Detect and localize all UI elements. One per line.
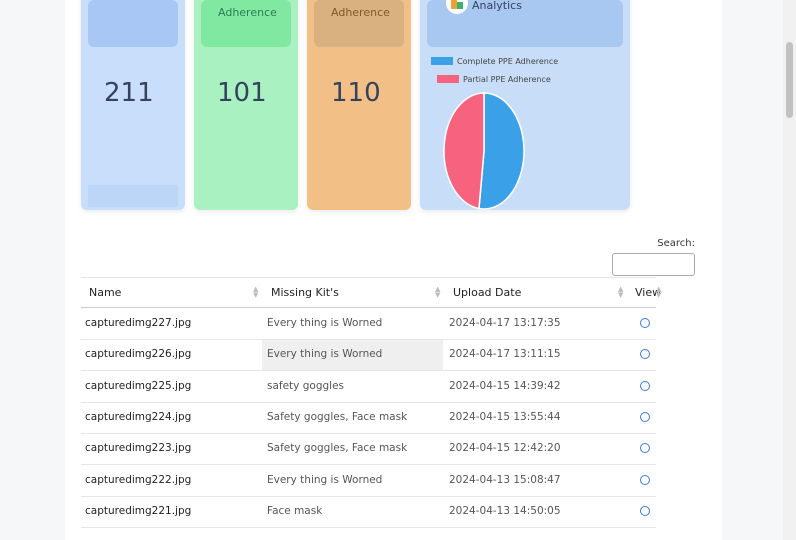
table-cell: 2024-04-17 13:17:35 — [449, 317, 561, 329]
table-cell: 2024-04-15 14:39:42 — [449, 379, 561, 392]
view-icon[interactable] — [640, 443, 650, 454]
analytics-icon — [446, 0, 468, 14]
table-cell: capturedimg223.jpg — [85, 442, 192, 455]
table-cell: 2024-04-15 12:42:20 — [449, 442, 561, 455]
row-divider — [81, 464, 656, 466]
card-label: Adherence — [331, 6, 390, 19]
card-header — [201, 0, 291, 47]
column-header: Name — [89, 286, 122, 299]
row-divider — [81, 495, 656, 497]
table-cell: Every thing is Worned — [267, 348, 383, 361]
table-cell: safety goggles — [267, 379, 344, 392]
table-cell: 2024-04-13 15:08:47 — [449, 473, 561, 486]
sort-icon: ▲ ▼ — [618, 285, 624, 299]
column-header: View — [635, 286, 662, 299]
row-divider — [81, 526, 656, 528]
card-value: 101 — [217, 78, 267, 108]
card-value: 110 — [331, 78, 381, 108]
table-cell: 2024-04-17 13:11:15 — [449, 348, 561, 361]
table-cell: 2024-04-15 13:55:44 — [449, 410, 561, 423]
sort-icon: ▲ ▼ — [656, 285, 662, 299]
legend-swatch — [431, 57, 453, 65]
row-divider — [81, 370, 656, 372]
pie-slice — [478, 92, 525, 210]
table-cell: Every thing is Worned — [267, 473, 383, 486]
card-label: Adherence — [218, 6, 277, 19]
table-cell: capturedimg225.jpg — [85, 379, 192, 392]
table-cell: capturedimg226.jpg — [85, 348, 192, 361]
search-input[interactable] — [612, 253, 695, 276]
pie-chart: Complete PPE Adherence Partial PPE Adhere… — [431, 57, 558, 210]
view-icon[interactable] — [640, 380, 650, 391]
row-highlight — [262, 339, 443, 370]
icon-part — [451, 0, 457, 9]
scrollbar-thumb[interactable] — [786, 42, 793, 118]
sort-icon: ▲ ▼ — [435, 285, 441, 299]
view-icon[interactable] — [640, 411, 650, 422]
card — [194, 0, 298, 210]
legend-swatch — [437, 75, 459, 83]
table-cell: capturedimg221.jpg — [85, 504, 192, 517]
table-cell: 2024-04-13 14:50:05 — [449, 504, 561, 517]
view-icon[interactable] — [640, 505, 650, 516]
legend-label: Partial PPE Adherence — [463, 75, 551, 84]
view-icon[interactable] — [640, 318, 650, 328]
row-divider — [81, 339, 656, 340]
table-border — [81, 307, 656, 308]
column-header: Missing Kit's — [271, 286, 339, 299]
card — [307, 0, 411, 210]
table-cell: Face mask — [267, 504, 323, 517]
pie-slice — [443, 92, 485, 210]
card-header — [88, 0, 178, 47]
card-value: 211 — [104, 78, 154, 108]
card — [81, 0, 185, 210]
column-header: Upload Date — [453, 286, 522, 299]
table-border — [81, 277, 656, 278]
analytics-title: Analytics — [472, 0, 522, 12]
table-cell: Safety goggles, Face mask — [267, 410, 408, 423]
view-icon[interactable] — [640, 474, 650, 485]
search-label: Search: — [657, 238, 695, 249]
row-divider — [81, 401, 656, 403]
table-cell: capturedimg222.jpg — [85, 473, 192, 486]
card-footer — [88, 185, 178, 207]
table-cell: capturedimg227.jpg — [85, 317, 192, 329]
card-header — [314, 0, 404, 47]
table-cell: Every thing is Worned — [267, 317, 383, 329]
scrollbar[interactable] — [783, 0, 796, 540]
icon-part — [457, 2, 463, 9]
table-cell: capturedimg224.jpg — [85, 410, 192, 423]
view-icon[interactable] — [640, 349, 650, 360]
table-cell: Safety goggles, Face mask — [267, 442, 408, 455]
sort-icon: ▲ ▼ — [253, 285, 259, 299]
legend-label: Complete PPE Adherence — [457, 57, 558, 66]
row-divider — [81, 432, 656, 434]
